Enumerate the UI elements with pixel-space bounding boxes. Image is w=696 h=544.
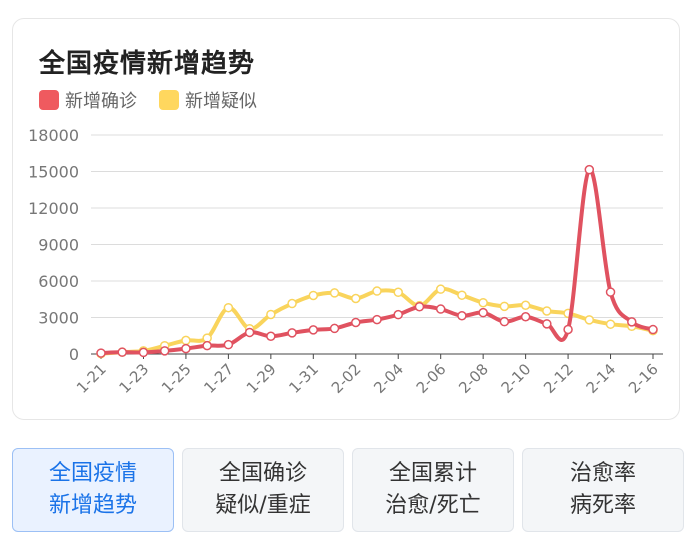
tab-label-line1: 全国确诊 <box>218 461 307 486</box>
tab-rates[interactable]: 治愈率 病死率 <box>522 448 684 532</box>
data-point-suspected <box>520 300 531 310</box>
legend-swatch-suspected <box>159 90 179 110</box>
data-point-suspected <box>223 302 234 313</box>
data-point-confirmed <box>329 323 340 334</box>
data-point-confirmed <box>244 327 255 338</box>
x-tick-label: 2-12 <box>540 360 577 397</box>
x-tick-label: 1-25 <box>158 360 195 397</box>
data-point-suspected <box>435 284 446 294</box>
tab-label-line1: 全国疫情 <box>48 461 137 486</box>
x-tick-label: 2-08 <box>455 360 492 397</box>
y-tick-label: 6000 <box>38 272 79 291</box>
data-point-confirmed <box>138 347 149 358</box>
data-point-suspected <box>202 333 212 343</box>
data-point-confirmed <box>223 339 234 350</box>
data-point-suspected <box>478 297 488 308</box>
data-point-suspected <box>287 298 297 309</box>
data-point-suspected <box>181 335 191 346</box>
data-point-confirmed <box>393 309 403 320</box>
data-point-confirmed <box>414 301 425 312</box>
legend-label-confirmed: 新增确诊 <box>65 91 137 112</box>
line-chart: 0 3000 6000 9000 12000 15000 18000 1-21 1-23 1-25… <box>28 126 663 397</box>
tab-label-line2: 病死率 <box>569 493 636 518</box>
data-point-confirmed <box>499 316 510 327</box>
legend-swatch-confirmed <box>39 90 59 110</box>
data-point-confirmed <box>520 311 531 322</box>
data-point-confirmed <box>605 287 616 297</box>
data-point-suspected <box>542 306 552 316</box>
data-point-confirmed <box>542 319 552 329</box>
x-tick-label: 2-06 <box>413 360 450 397</box>
data-point-confirmed <box>266 331 276 341</box>
x-tick-label: 1-31 <box>285 360 322 397</box>
x-tick-label: 1-29 <box>243 360 280 397</box>
data-point-suspected <box>584 315 595 325</box>
data-point-confirmed <box>457 311 467 321</box>
data-point-confirmed <box>584 164 595 175</box>
data-point-suspected <box>266 309 276 320</box>
data-point-confirmed <box>308 325 319 335</box>
x-tick-label: 1-27 <box>200 360 237 397</box>
x-tick-label: 1-21 <box>73 360 110 397</box>
data-point-suspected <box>351 293 361 304</box>
data-point-suspected <box>457 290 467 300</box>
chart-legend: 新增确诊 新增疑似 <box>39 87 257 113</box>
data-point-confirmed <box>478 307 488 318</box>
chart-title: 全国疫情新增趋势 <box>39 49 256 79</box>
data-point-suspected <box>499 301 510 312</box>
series-line-confirmed <box>99 167 655 356</box>
tab-label-line2: 新增趋势 <box>48 493 137 518</box>
data-point-suspected <box>308 290 319 301</box>
data-point-confirmed <box>202 340 212 351</box>
x-tick-label: 2-10 <box>498 360 535 397</box>
y-tick-label: 0 <box>69 345 79 364</box>
data-point-suspected <box>605 319 616 329</box>
y-tick-label: 15000 <box>28 163 79 182</box>
x-tick-label: 2-14 <box>583 360 620 397</box>
tab-label-line1: 治愈率 <box>569 461 636 486</box>
data-point-confirmed <box>435 304 446 314</box>
y-tick-label: 3000 <box>38 309 79 328</box>
tab-cumulative[interactable]: 全国累计 治愈/死亡 <box>352 448 514 532</box>
tab-label-line2: 疑似/重症 <box>215 493 311 518</box>
data-point-confirmed <box>563 324 573 335</box>
legend-label-suspected: 新增疑似 <box>185 91 257 112</box>
x-tick-label: 2-02 <box>328 360 365 397</box>
tab-confirmed-suspected[interactable]: 全国确诊 疑似/重症 <box>182 448 344 532</box>
data-point-confirmed <box>181 343 191 354</box>
tab-new-trend[interactable]: 全国疫情 新增趋势 <box>12 448 174 532</box>
data-point-suspected <box>393 287 403 298</box>
data-point-confirmed <box>351 317 361 328</box>
x-tick-label: 2-04 <box>370 360 407 397</box>
tab-bar: 全国疫情 新增趋势 全国确诊 疑似/重症 全国累计 治愈/死亡 治愈率 病死率 <box>12 448 684 532</box>
data-point-confirmed <box>372 314 382 325</box>
legend-item-confirmed[interactable]: 新增确诊 <box>39 87 137 113</box>
x-tick-label: 1-23 <box>115 360 152 397</box>
data-point-confirmed <box>159 346 170 356</box>
y-tick-label: 9000 <box>38 236 79 255</box>
legend-item-suspected[interactable]: 新增疑似 <box>159 87 257 113</box>
data-point-confirmed <box>117 347 127 357</box>
data-point-confirmed <box>287 328 297 338</box>
data-point-suspected <box>329 288 340 298</box>
chart-card: 全国疫情新增趋势 新增确诊 新增疑似 0 3000 6000 9000 12000 150… <box>12 18 680 420</box>
data-point-confirmed <box>627 317 637 327</box>
tab-label-line1: 全国累计 <box>388 461 477 486</box>
x-tick-label: 2-16 <box>625 360 662 397</box>
y-tick-label: 18000 <box>28 126 79 145</box>
data-point-confirmed <box>96 348 106 358</box>
y-tick-label: 12000 <box>28 199 79 218</box>
tab-label-line2: 治愈/死亡 <box>385 493 481 518</box>
data-point-confirmed <box>648 324 658 335</box>
data-point-suspected <box>372 286 382 296</box>
